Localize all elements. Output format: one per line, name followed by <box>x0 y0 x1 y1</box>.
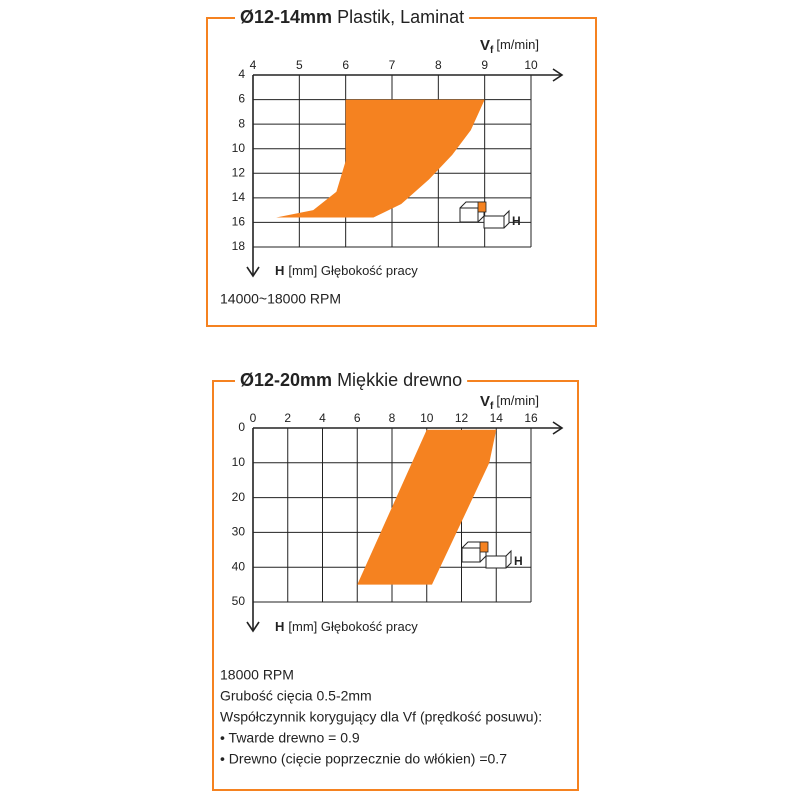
workpiece-icon <box>485 549 512 569</box>
chart-title: Ø12-20mm Miękkie drewno <box>240 370 462 390</box>
x-label: V <box>480 37 490 54</box>
y-tick-label: 20 <box>232 490 246 504</box>
x-tick-label: 10 <box>420 411 434 425</box>
x-arrow <box>552 421 564 435</box>
cut-icon <box>479 541 489 553</box>
workpiece-icon <box>483 209 510 229</box>
x-tick-label: 5 <box>296 58 303 72</box>
y-tick-label: 12 <box>232 165 246 179</box>
y-unit: [mm] Głębokość pracy <box>288 619 418 634</box>
title-bg <box>235 369 468 390</box>
x-tick-label: 8 <box>435 58 442 72</box>
note: 18000 RPM <box>220 667 294 683</box>
title-rest: Plastik, Laminat <box>337 7 464 27</box>
y-tick-label: 10 <box>232 141 246 155</box>
y-axis-label: H [mm] Głębokość pracy <box>275 619 418 634</box>
y-tick-label: 40 <box>232 559 246 573</box>
x-unit: [m/min] <box>496 393 539 408</box>
x-tick-label: 2 <box>284 411 291 425</box>
title-bold: Ø12-20mm <box>240 370 332 390</box>
y-tick-label: 18 <box>232 239 246 253</box>
x-tick-label: 7 <box>389 58 396 72</box>
y-tick-label: 30 <box>232 525 246 539</box>
icon-label: H <box>512 214 521 228</box>
x-label-sub: f <box>490 45 494 56</box>
x-tick-label: 16 <box>524 411 538 425</box>
title-bg <box>235 6 470 27</box>
y-tick-label: 14 <box>232 190 246 204</box>
y-tick-label: 50 <box>232 594 246 608</box>
title-rest: Miękkie drewno <box>337 370 462 390</box>
x-label: V <box>480 393 490 410</box>
note: Współczynnik korygujący dla Vf (prędkość… <box>220 709 542 725</box>
y-tick-label: 10 <box>232 455 246 469</box>
note: Grubość cięcia 0.5-2mm <box>220 688 372 704</box>
x-axis-label: Vf [m/min] <box>480 393 539 412</box>
icon-label: H <box>514 554 523 568</box>
y-unit: [mm] Głębokość pracy <box>288 263 418 278</box>
y-arrow <box>246 621 260 633</box>
y-tick-label: 4 <box>238 67 245 81</box>
region <box>357 429 497 585</box>
y-axis-label: H [mm] Głębokość pracy <box>275 263 418 278</box>
x-tick-label: 4 <box>250 58 257 72</box>
frame <box>212 380 579 791</box>
y-tick-label: 16 <box>232 215 246 229</box>
x-tick-label: 6 <box>354 411 361 425</box>
x-label-sub: f <box>490 401 494 412</box>
x-axis-label: Vf [m/min] <box>480 37 539 56</box>
title-bold: Ø12-14mm <box>240 7 332 27</box>
x-tick-label: 10 <box>524 58 538 72</box>
chart-title: Ø12-14mm Plastik, Laminat <box>240 7 464 27</box>
x-tick-label: 9 <box>481 58 488 72</box>
note: • Twarde drewno = 0.9 <box>220 730 360 746</box>
x-tick-label: 6 <box>342 58 349 72</box>
cut-icon <box>477 201 487 213</box>
x-tick-label: 4 <box>319 411 326 425</box>
x-tick-label: 8 <box>389 411 396 425</box>
y-tick-label: 8 <box>238 116 245 130</box>
y-arrow <box>246 266 260 278</box>
x-tick-label: 14 <box>490 411 504 425</box>
x-tick-label: 12 <box>455 411 469 425</box>
region <box>276 99 485 218</box>
x-tick-label: 0 <box>250 411 257 425</box>
x-arrow <box>552 68 564 82</box>
y-label: H <box>275 619 284 634</box>
note: • Drewno (cięcie poprzecznie do włókien)… <box>220 751 507 767</box>
y-tick-label: 0 <box>238 420 245 434</box>
note: 14000~18000 RPM <box>220 291 341 307</box>
y-tick-label: 6 <box>238 92 245 106</box>
y-label: H <box>275 263 284 278</box>
x-unit: [m/min] <box>496 37 539 52</box>
